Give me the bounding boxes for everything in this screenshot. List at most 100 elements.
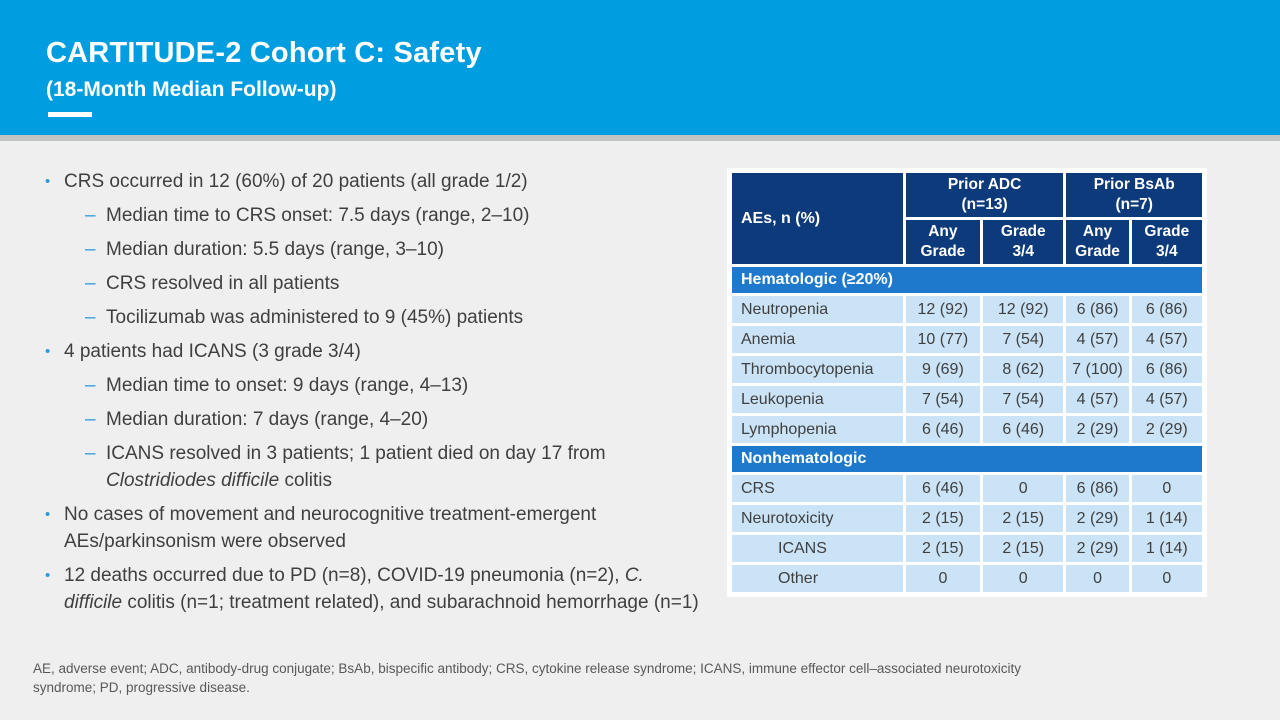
cell-value: 6 (46) bbox=[905, 475, 981, 502]
bullet-dash: – bbox=[85, 205, 96, 226]
column-header-bsab-grade-34: Grade 3/4 bbox=[1131, 220, 1202, 264]
cell-value: 6 (46) bbox=[905, 416, 981, 443]
cell-value: 0 bbox=[1131, 565, 1202, 592]
page-subtitle: (18-Month Median Follow-up) bbox=[46, 78, 337, 101]
cell-value: 4 (57) bbox=[1131, 386, 1202, 413]
table-subheader-row: Any Grade Grade 3/4 Any Grade Grade 3/4 bbox=[732, 220, 1202, 264]
cell-value: 10 (77) bbox=[905, 326, 981, 353]
bullet-text: Tocilizumab was administered to 9 (45%) … bbox=[106, 307, 524, 328]
bullet-dash: – bbox=[85, 443, 96, 464]
cell-value: 7 (54) bbox=[983, 326, 1064, 353]
section-title: Hematologic (≥20%) bbox=[732, 267, 1202, 293]
bullet-list: • CRS occurred in 12 (60%) of 20 patients… bbox=[45, 168, 707, 623]
safety-table-card: AEs, n (%) Prior ADC (n=13) Prior BsAb (… bbox=[727, 168, 1207, 597]
table-row: Leukopenia 7 (54) 7 (54) 4 (57) 4 (57) bbox=[732, 386, 1202, 413]
row-label: CRS bbox=[732, 475, 903, 502]
bullet-dash: – bbox=[85, 307, 96, 328]
cell-value: 8 (62) bbox=[983, 356, 1064, 383]
bullet-item: • No cases of movement and neurocognitive… bbox=[45, 501, 707, 555]
cell-value: 0 bbox=[1131, 475, 1202, 502]
bullet-text: Median duration: 7 days (range, 4–20) bbox=[106, 409, 429, 430]
row-label: Neurotoxicity bbox=[732, 505, 903, 532]
cell-value: 4 (57) bbox=[1131, 326, 1202, 353]
cell-value: 6 (86) bbox=[1131, 296, 1202, 323]
table-row: Neutropenia 12 (92) 12 (92) 6 (86) 6 (86) bbox=[732, 296, 1202, 323]
bullet-text: 4 patients had ICANS (3 grade 3/4) bbox=[64, 341, 361, 362]
row-label: Lymphopenia bbox=[732, 416, 903, 443]
sub-bullet-item: – Median time to CRS onset: 7.5 days (ran… bbox=[85, 202, 707, 229]
row-label: Other bbox=[732, 565, 903, 592]
page-title: CARTITUDE-2 Cohort C: Safety bbox=[46, 37, 482, 69]
cell-value: 9 (69) bbox=[905, 356, 981, 383]
title-underline bbox=[48, 112, 92, 117]
cell-value: 2 (15) bbox=[905, 505, 981, 532]
bullet-item: • CRS occurred in 12 (60%) of 20 patients… bbox=[45, 168, 707, 195]
divider-strip bbox=[0, 135, 1280, 141]
cell-value: 0 bbox=[905, 565, 981, 592]
cell-value: 2 (29) bbox=[1131, 416, 1202, 443]
sub-bullet-item: – Median time to onset: 9 days (range, 4–… bbox=[85, 372, 707, 399]
table-row: Anemia 10 (77) 7 (54) 4 (57) 4 (57) bbox=[732, 326, 1202, 353]
cell-value: 6 (46) bbox=[983, 416, 1064, 443]
cell-value: 2 (29) bbox=[1066, 535, 1129, 562]
bullet-text: CRS occurred in 12 (60%) of 20 patients … bbox=[64, 171, 528, 192]
sub-bullet-item: – Median duration: 7 days (range, 4–20) bbox=[85, 406, 707, 433]
row-label: Anemia bbox=[732, 326, 903, 353]
bullet-dot: • bbox=[45, 173, 51, 190]
bullet-item: • 4 patients had ICANS (3 grade 3/4) bbox=[45, 338, 707, 365]
cell-value: 12 (92) bbox=[905, 296, 981, 323]
bullet-text: ICANS resolved in 3 patients; 1 patient … bbox=[106, 443, 606, 491]
cell-value: 2 (15) bbox=[905, 535, 981, 562]
cell-value: 6 (86) bbox=[1066, 296, 1129, 323]
bullet-dash: – bbox=[85, 239, 96, 260]
table-group-header-row: AEs, n (%) Prior ADC (n=13) Prior BsAb (… bbox=[732, 173, 1202, 264]
column-group-prior-bsab: Prior BsAb (n=7) bbox=[1066, 173, 1202, 217]
bullet-text: No cases of movement and neurocognitive … bbox=[64, 504, 597, 552]
bullet-text: 12 deaths occurred due to PD (n=8), COVI… bbox=[64, 565, 699, 613]
sub-bullet-item: – Tocilizumab was administered to 9 (45%)… bbox=[85, 304, 707, 331]
cell-value: 6 (86) bbox=[1131, 356, 1202, 383]
cell-value: 12 (92) bbox=[983, 296, 1064, 323]
cell-value: 4 (57) bbox=[1066, 386, 1129, 413]
column-header-bsab-any-grade: Any Grade bbox=[1066, 220, 1129, 264]
column-group-prior-adc: Prior ADC (n=13) bbox=[905, 173, 1064, 217]
table-row: Thrombocytopenia 9 (69) 8 (62) 7 (100) 6 (86… bbox=[732, 356, 1202, 383]
cell-value: 1 (14) bbox=[1131, 535, 1202, 562]
table-row: Other 0 0 0 0 bbox=[732, 565, 1202, 592]
bullet-dash: – bbox=[85, 375, 96, 396]
row-label: ICANS bbox=[732, 535, 903, 562]
cell-value: 2 (29) bbox=[1066, 505, 1129, 532]
bullet-dot: • bbox=[45, 567, 51, 584]
header-bar: CARTITUDE-2 Cohort C: Safety (18-Month M… bbox=[0, 0, 1280, 135]
table-section-row: Hematologic (≥20%) bbox=[732, 267, 1202, 293]
cell-value: 1 (14) bbox=[1131, 505, 1202, 532]
sub-bullet-item: – ICANS resolved in 3 patients; 1 patient… bbox=[85, 440, 707, 494]
row-label: Thrombocytopenia bbox=[732, 356, 903, 383]
safety-table: AEs, n (%) Prior ADC (n=13) Prior BsAb (… bbox=[729, 170, 1205, 595]
bullet-dot: • bbox=[45, 343, 51, 360]
bullet-text: Median duration: 5.5 days (range, 3–10) bbox=[106, 239, 444, 260]
row-label: Neutropenia bbox=[732, 296, 903, 323]
table-corner-header: AEs, n (%) bbox=[732, 173, 903, 264]
bullet-dash: – bbox=[85, 409, 96, 430]
column-header-adc-grade-34: Grade 3/4 bbox=[983, 220, 1064, 264]
bullet-text: Median time to onset: 9 days (range, 4–1… bbox=[106, 375, 469, 396]
cell-value: 0 bbox=[983, 475, 1064, 502]
section-title: Nonhematologic bbox=[732, 446, 1202, 472]
cell-value: 2 (15) bbox=[983, 535, 1064, 562]
cell-value: 2 (15) bbox=[983, 505, 1064, 532]
table-row: ICANS 2 (15) 2 (15) 2 (29) 1 (14) bbox=[732, 535, 1202, 562]
cell-value: 4 (57) bbox=[1066, 326, 1129, 353]
safety-table-body: Hematologic (≥20%) Neutropenia 12 (92) 12 (… bbox=[732, 267, 1202, 592]
cell-value: 2 (29) bbox=[1066, 416, 1129, 443]
bullet-dot: • bbox=[45, 506, 51, 523]
cell-value: 7 (100) bbox=[1066, 356, 1129, 383]
cell-value: 7 (54) bbox=[905, 386, 981, 413]
bullet-text: CRS resolved in all patients bbox=[106, 273, 340, 294]
footnote-text: AE, adverse event; ADC, antibody-drug co… bbox=[33, 661, 1021, 695]
bullet-item: • 12 deaths occurred due to PD (n=8), COV… bbox=[45, 562, 707, 616]
table-row: Neurotoxicity 2 (15) 2 (15) 2 (29) 1 (14) bbox=[732, 505, 1202, 532]
cell-value: 0 bbox=[1066, 565, 1129, 592]
content-area: • CRS occurred in 12 (60%) of 20 patients… bbox=[0, 141, 1280, 623]
